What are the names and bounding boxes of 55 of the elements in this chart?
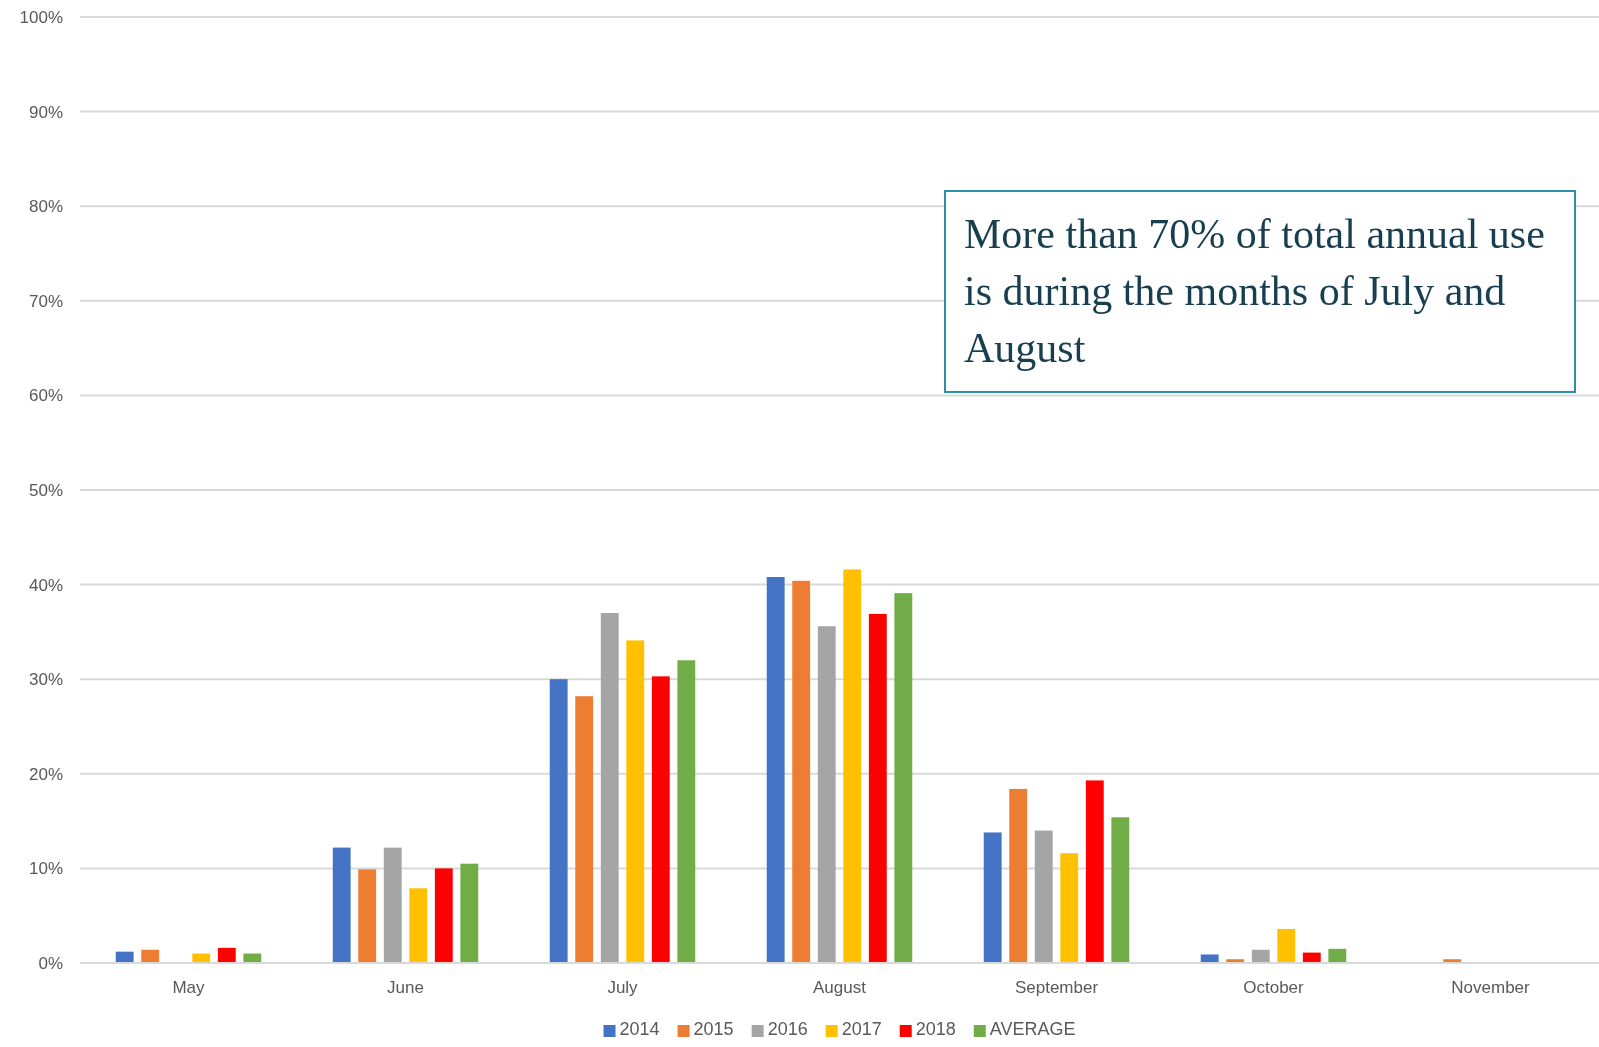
bar — [332, 847, 351, 963]
x-tick-label: November — [1451, 978, 1531, 998]
y-tick-label: 0% — [38, 953, 63, 973]
y-tick-label: 20% — [28, 764, 63, 784]
bar — [434, 868, 453, 963]
annotation: More than 70% of total annual use is during the months of July and August — [944, 190, 1576, 393]
legend-label: 2017 — [841, 1019, 882, 1039]
x-tick-label: August — [813, 978, 867, 998]
bar — [460, 863, 479, 963]
bar — [894, 593, 913, 963]
bar — [383, 847, 402, 963]
bar — [1200, 954, 1219, 963]
x-tick-label: June — [387, 978, 424, 998]
y-tick-label: 80% — [28, 197, 63, 217]
bar — [1111, 817, 1130, 963]
bar — [600, 612, 619, 963]
bar — [1034, 830, 1053, 963]
bar — [217, 947, 236, 963]
bar — [1060, 853, 1079, 963]
bar — [626, 640, 645, 963]
x-tick-label: July — [607, 978, 639, 998]
bar — [766, 577, 785, 963]
bar — [651, 676, 670, 963]
bar — [843, 569, 862, 963]
bar — [409, 888, 428, 963]
bar — [677, 660, 696, 963]
bar — [792, 580, 811, 963]
x-tick-label: May — [172, 978, 206, 998]
bar — [1328, 948, 1347, 963]
legend-label: 2014 — [619, 1019, 660, 1039]
x-tick-label: October — [1243, 978, 1305, 998]
bar — [868, 613, 887, 963]
y-tick-label: 100% — [19, 7, 63, 27]
bar — [549, 679, 568, 963]
x-tick-label: September — [1014, 978, 1099, 998]
y-tick-label: 40% — [28, 575, 63, 595]
bar — [983, 832, 1002, 963]
y-tick-label: 30% — [28, 670, 63, 690]
y-tick-label: 10% — [28, 859, 63, 879]
bar — [575, 696, 594, 963]
bar — [1085, 780, 1104, 963]
bar — [1009, 788, 1028, 963]
legend-label: 2018 — [915, 1019, 956, 1039]
y-tick-label: 60% — [28, 386, 63, 406]
legend-label: AVERAGE — [989, 1019, 1076, 1039]
bar — [817, 626, 836, 963]
bar — [141, 949, 160, 963]
y-tick-label: 70% — [28, 291, 63, 311]
legend-label: 2016 — [767, 1019, 808, 1039]
y-tick-label: 90% — [28, 102, 63, 122]
bar — [1277, 928, 1296, 963]
y-tick-label: 50% — [28, 480, 63, 500]
legend-label: 2015 — [693, 1019, 734, 1039]
bar — [358, 869, 377, 963]
bar — [1251, 949, 1270, 963]
